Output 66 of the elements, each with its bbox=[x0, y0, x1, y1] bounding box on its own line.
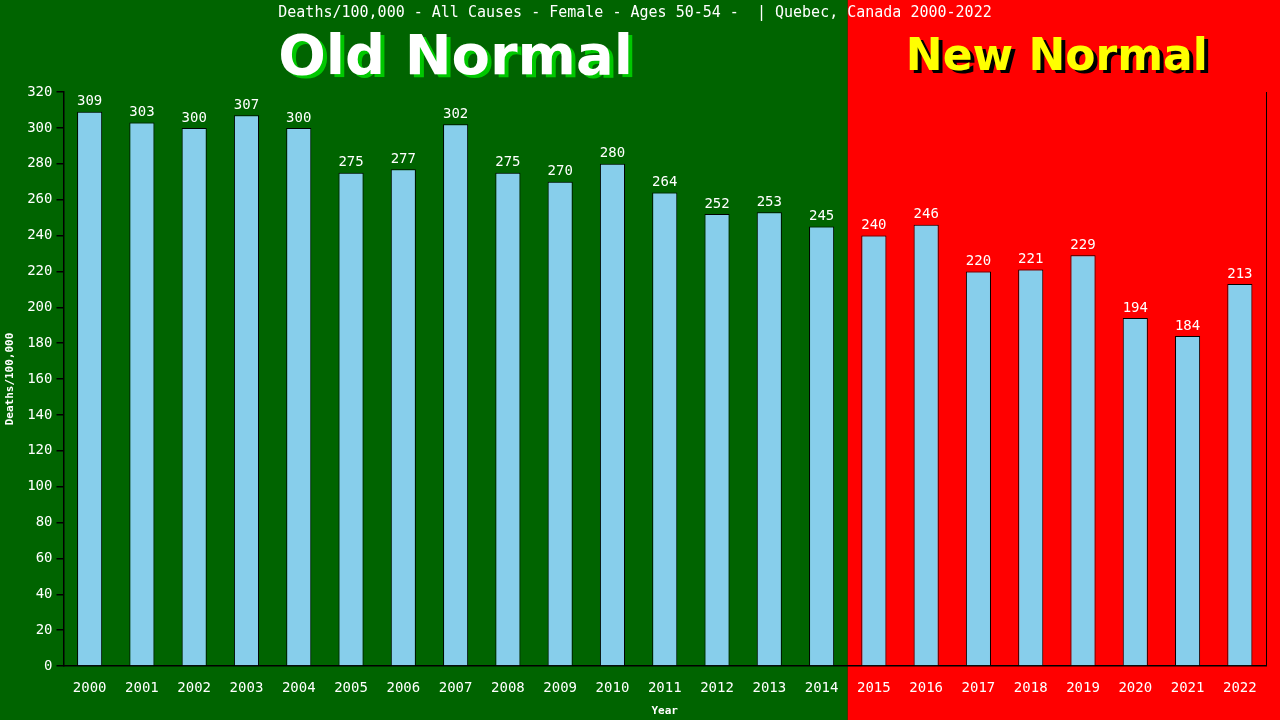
y-tick-label: 160 bbox=[27, 369, 53, 386]
data-label: 300 bbox=[286, 108, 312, 125]
data-label: 253 bbox=[756, 192, 782, 209]
data-label: 309 bbox=[76, 92, 103, 109]
data-label: 277 bbox=[390, 149, 416, 166]
y-tick-label: 0 bbox=[44, 656, 53, 673]
data-label: 213 bbox=[1227, 264, 1253, 281]
x-axis-title: Year bbox=[651, 704, 679, 718]
x-tick-label: 2005 bbox=[334, 679, 368, 696]
data-label: 245 bbox=[808, 207, 835, 224]
x-tick-label: 2012 bbox=[700, 679, 734, 696]
data-label: 275 bbox=[495, 153, 521, 170]
y-tick-label: 300 bbox=[27, 118, 53, 135]
x-tick-label: 2011 bbox=[647, 679, 682, 696]
y-tick-label: 260 bbox=[27, 190, 53, 207]
y-tick-label: 80 bbox=[35, 513, 53, 530]
data-label: 307 bbox=[233, 95, 260, 112]
x-tick-label: 2022 bbox=[1223, 679, 1257, 696]
x-tick-label: 2006 bbox=[386, 679, 421, 696]
x-tick-label: 2015 bbox=[857, 679, 891, 696]
y-tick-label: 200 bbox=[27, 297, 53, 314]
data-label: 264 bbox=[652, 173, 678, 190]
x-tick-label: 2001 bbox=[125, 679, 159, 696]
data-label: 240 bbox=[861, 216, 887, 233]
y-tick-label: 60 bbox=[35, 549, 53, 566]
chart-title: Deaths/100,000 - All Causes - Female - Ages 50-54 - | Quebec, Canada 2000-2022 bbox=[278, 2, 992, 21]
y-tick-label: 240 bbox=[27, 226, 53, 243]
x-tick-label: 2000 bbox=[72, 679, 107, 696]
data-label: 302 bbox=[442, 104, 469, 121]
y-tick-label: 280 bbox=[27, 154, 53, 171]
x-tick-label: 2019 bbox=[1066, 679, 1100, 696]
y-tick-label: 140 bbox=[27, 405, 53, 422]
data-label: 184 bbox=[1174, 316, 1201, 333]
x-tick-label: 2014 bbox=[804, 679, 839, 696]
x-tick-label: 2007 bbox=[438, 679, 473, 696]
data-label: 275 bbox=[338, 153, 364, 170]
y-tick-label: 320 bbox=[27, 82, 53, 99]
x-tick-label: 2013 bbox=[752, 679, 787, 696]
x-tick-label: 2010 bbox=[595, 679, 630, 696]
data-label: 300 bbox=[181, 108, 207, 125]
y-tick-label: 120 bbox=[27, 441, 53, 458]
x-tick-label: 2020 bbox=[1118, 679, 1153, 696]
y-tick-label: 180 bbox=[27, 333, 53, 350]
data-label: 303 bbox=[129, 103, 155, 120]
x-tick-label: 2018 bbox=[1013, 679, 1048, 696]
data-label: 229 bbox=[1070, 235, 1096, 252]
x-tick-label: 2017 bbox=[961, 679, 996, 696]
data-label: 270 bbox=[547, 162, 573, 179]
data-label: 194 bbox=[1122, 298, 1148, 315]
y-tick-label: 40 bbox=[35, 584, 53, 601]
y-axis-title: Deaths/100,000 bbox=[3, 332, 17, 426]
data-label: 221 bbox=[1018, 250, 1044, 267]
data-label: 252 bbox=[704, 194, 730, 211]
data-label: 220 bbox=[965, 252, 992, 269]
x-tick-label: 2016 bbox=[909, 679, 944, 696]
data-label: 246 bbox=[913, 205, 939, 222]
y-tick-label: 220 bbox=[27, 262, 53, 279]
data-label: 280 bbox=[599, 144, 626, 161]
x-tick-label: 2008 bbox=[491, 679, 525, 696]
x-tick-label: 2021 bbox=[1170, 679, 1205, 696]
x-tick-label: 2003 bbox=[229, 679, 264, 696]
x-tick-label: 2002 bbox=[177, 679, 212, 696]
y-tick-label: 100 bbox=[27, 477, 53, 494]
y-tick-label: 20 bbox=[35, 620, 53, 637]
x-tick-label: 2004 bbox=[281, 679, 316, 696]
x-tick-label: 2009 bbox=[543, 679, 578, 696]
